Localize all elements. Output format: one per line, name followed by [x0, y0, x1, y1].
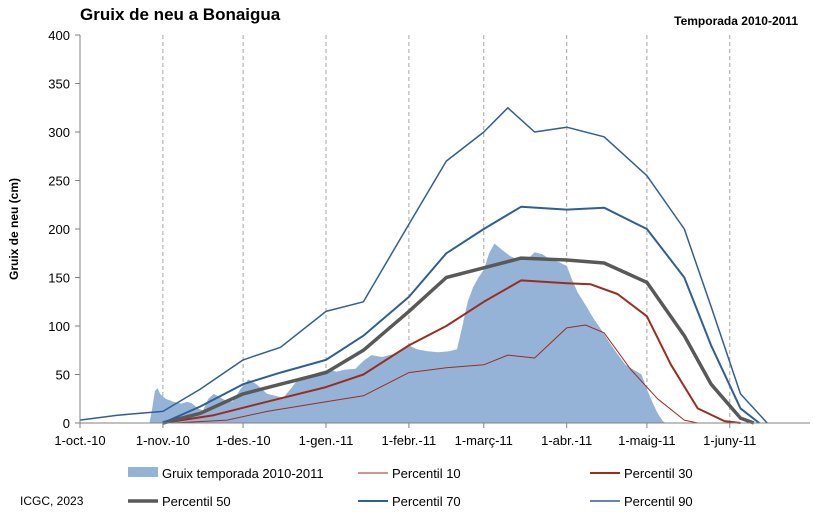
x-tick-labels: 1-oct.-10 1-nov.-10 1-des.-10 1-gen.-11 1-fe… — [54, 433, 756, 448]
x-tick-label: 1-març-11 — [455, 433, 513, 448]
legend: Gruix temporada 2010-2011 Percentil 10 Per… — [128, 466, 693, 509]
series-line-4 — [162, 205, 760, 424]
legend-item: Percentil 10 — [358, 466, 461, 481]
legend-item: Percentil 90 — [590, 494, 693, 509]
x-tick-label: 1-gen.-11 — [299, 433, 354, 448]
x-tick-label: 1-febr.-11 — [382, 433, 437, 448]
x-tick-label: 1-abr.-11 — [541, 433, 592, 448]
chart-title: Gruix de neu a Bonaigua — [80, 5, 281, 24]
legend-label: Percentil 30 — [624, 466, 693, 481]
legend-item: Percentil 50 — [128, 494, 231, 509]
series-line-3 — [162, 256, 755, 425]
y-tick-label: 250 — [48, 174, 70, 189]
chart-subtitle: Temporada 2010-2011 — [674, 14, 798, 28]
y-axis-label: Gruix de neu (cm) — [7, 178, 21, 280]
legend-item: Gruix temporada 2010-2011 — [128, 466, 324, 481]
x-tick-label: 1-oct.-10 — [54, 433, 105, 448]
legend-item: Percentil 70 — [358, 494, 461, 509]
x-tick-label: 1-juny-11 — [703, 433, 756, 448]
series-area-0 — [149, 243, 666, 423]
series-line-2 — [162, 279, 741, 424]
y-tick-label: 400 — [48, 28, 70, 43]
y-tick-label: 50 — [56, 368, 70, 383]
y-tick-label: 0 — [63, 416, 70, 431]
legend-item: Percentil 30 — [590, 466, 693, 481]
y-tick-label: 150 — [48, 271, 70, 286]
y-tick-labels: 0 50 100 150 200 250 300 350 400 — [48, 28, 70, 431]
x-tick-label: 1-nov.-10 — [136, 433, 190, 448]
series-line-1 — [173, 324, 698, 424]
x-tick-label: 1-des.-10 — [216, 433, 271, 448]
legend-label: Percentil 70 — [392, 494, 461, 509]
plot-area — [79, 107, 768, 425]
y-tick-label: 200 — [48, 222, 70, 237]
legend-label: Gruix temporada 2010-2011 — [162, 466, 324, 481]
axes — [75, 34, 810, 428]
legend-label: Percentil 50 — [162, 494, 231, 509]
y-tick-label: 300 — [48, 125, 70, 140]
credit: ICGC, 2023 — [20, 494, 84, 508]
legend-label: Percentil 90 — [624, 494, 693, 509]
y-tick-label: 100 — [48, 319, 70, 334]
series-line-5 — [79, 107, 768, 424]
x-tick-label: 1-maig-11 — [618, 433, 676, 448]
legend-swatch — [128, 467, 158, 477]
y-tick-label: 350 — [48, 77, 70, 92]
legend-label: Percentil 10 — [392, 466, 461, 481]
